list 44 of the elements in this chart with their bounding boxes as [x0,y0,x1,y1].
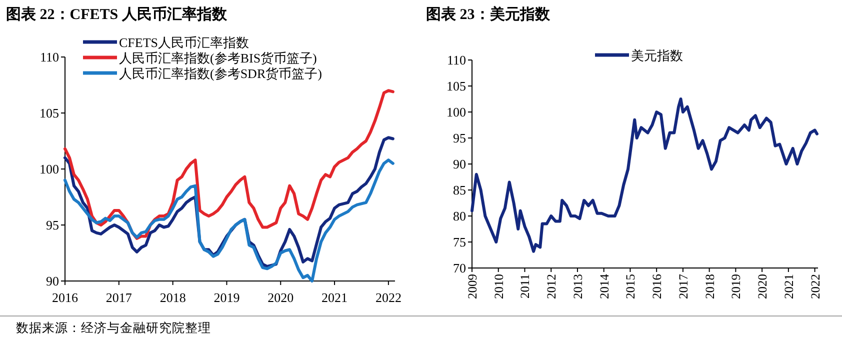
legend-label: 人民币汇率指数(参考BIS货币篮子) [119,50,317,66]
x-tick-label: 2015 [624,274,638,299]
legend-label: 人民币汇率指数(参考SDR货币篮子) [119,66,322,81]
x-tick-label: 2018 [702,274,717,299]
x-tick-label: 2014 [597,273,612,299]
x-tick-label: 2013 [570,274,585,299]
x-tick-label: 2017 [676,274,690,299]
y-tick-label: 90 [453,156,466,172]
chart-title: 图表 22：CFETS 人民币汇率指数 [6,5,228,23]
y-tick-label: 80 [453,208,466,224]
x-tick-label: 2022 [375,290,402,305]
x-tick-label: 2017 [106,290,132,305]
y-tick-label: 90 [46,274,59,288]
y-tick-label: 105 [40,106,59,120]
x-tick-label: 2009 [466,274,480,299]
x-tick-label: 2012 [544,274,559,299]
y-tick-label: 100 [40,162,59,176]
chart-title: 图表 23：美元指数 [426,5,551,23]
x-tick-label: 2022 [808,274,822,299]
x-tick-label: 2021 [322,290,348,305]
y-tick-label: 100 [446,104,466,120]
x-tick-label: 2021 [782,274,796,299]
x-tick-label: 2016 [650,274,664,299]
x-tick-label: 2019 [729,274,744,299]
y-tick-label: 105 [446,78,466,94]
legend-label: CFETS人民币汇率指数 [119,35,250,50]
x-tick-label: 2010 [492,274,506,299]
y-tick-label: 95 [453,130,466,146]
line-series [470,98,818,253]
x-tick-label: 2018 [160,290,186,305]
x-tick-label: 2020 [268,290,294,305]
y-tick-label: 85 [453,182,466,198]
x-tick-label: 2019 [214,290,240,305]
source-note: 数据来源：经济与金融研究院整理 [16,321,211,335]
x-tick-label: 2020 [756,274,770,299]
legend-label: 美元指数 [631,48,683,63]
line-series [64,89,394,240]
y-tick-label: 110 [40,50,59,64]
y-tick-label: 110 [446,52,466,68]
x-tick-label: 2016 [52,290,78,305]
y-tick-label: 70 [453,260,466,276]
y-tick-label: 75 [453,234,466,250]
x-tick-label: 2011 [518,274,532,299]
y-tick-label: 95 [46,218,59,232]
